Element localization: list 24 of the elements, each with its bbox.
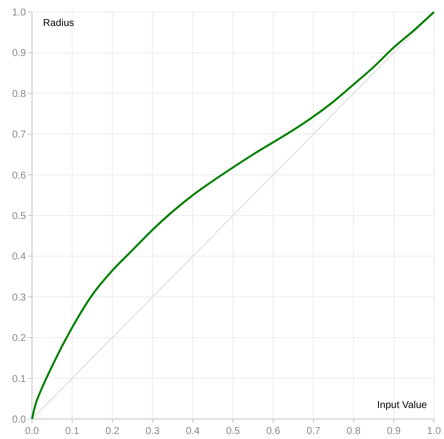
x-tick-label: 0.6 (266, 426, 281, 437)
x-axis-title: Input Value (377, 400, 428, 411)
x-tick-label: 0.0 (25, 426, 40, 437)
y-tick-label: 0.2 (12, 333, 26, 344)
x-tick-label: 0.3 (146, 426, 160, 437)
x-tick-label: 0.9 (386, 426, 402, 437)
y-tick-label: 0.8 (12, 88, 26, 100)
x-tick-label: 1.0 (427, 426, 442, 437)
y-tick-label: 0.7 (12, 130, 26, 141)
y-tick-label: 0.6 (12, 170, 26, 182)
y-tick-label: 0.0 (12, 414, 26, 426)
y-tick-label: 0.1 (12, 374, 26, 385)
x-tick-label: 0.1 (65, 426, 80, 437)
y-axis-title: Radius (43, 18, 74, 29)
y-tick-label: 0.9 (12, 48, 26, 60)
x-tick-label: 0.2 (105, 426, 120, 437)
y-tick-label: 1.0 (12, 8, 26, 18)
x-tick-label: 0.7 (306, 426, 321, 437)
y-tick-label: 0.5 (12, 211, 26, 222)
y-tick-label: 0.3 (12, 292, 26, 304)
y-tick-label: 0.4 (12, 252, 26, 263)
x-tick-label: 0.5 (226, 426, 240, 437)
x-tick-label: 0.4 (186, 426, 200, 437)
x-tick-label: 0.8 (346, 426, 361, 437)
